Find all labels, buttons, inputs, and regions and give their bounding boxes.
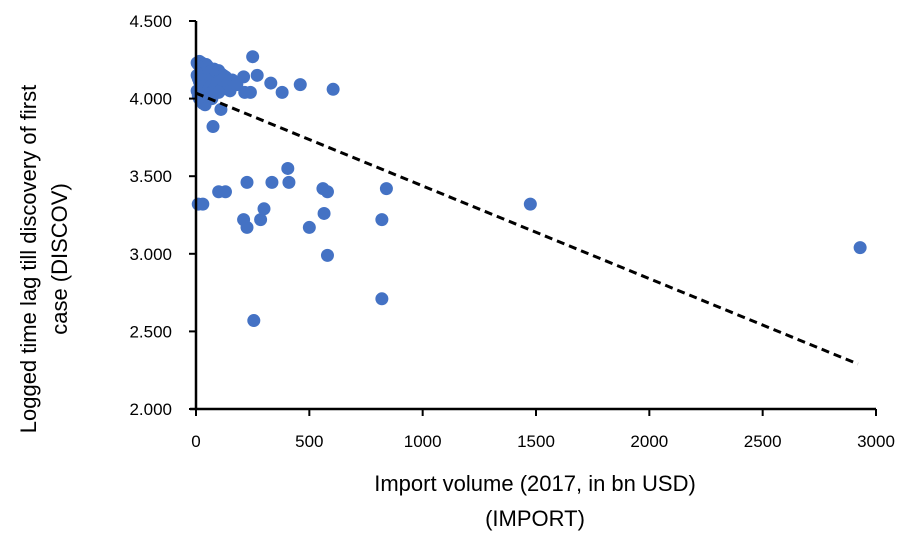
data-point xyxy=(246,50,260,64)
x-tick-labels: 0 500 1000 1500 2000 2500 3000 xyxy=(191,432,895,451)
data-point xyxy=(250,68,264,82)
y-tick-label: 2.500 xyxy=(129,322,172,341)
data-point xyxy=(326,82,340,96)
y-axis-title-line2: case (DISCOV) xyxy=(47,183,72,335)
data-point xyxy=(302,220,316,234)
data-point xyxy=(247,314,261,328)
y-tick-label: 4.500 xyxy=(129,12,172,31)
y-tick-labels: 2.000 2.500 3.000 3.500 4.000 4.500 xyxy=(129,12,172,419)
axes xyxy=(189,20,877,416)
data-point xyxy=(320,185,334,199)
x-tick-label: 1000 xyxy=(404,432,442,451)
data-point xyxy=(254,213,268,227)
y-tick-label: 4.000 xyxy=(129,90,172,109)
data-point xyxy=(375,213,389,227)
y-axis-title: Logged time lag till discovery of first … xyxy=(16,85,72,434)
x-axis-title: Import volume (2017, in bn USD) (IMPORT) xyxy=(374,471,696,531)
data-point xyxy=(196,197,210,211)
data-point xyxy=(265,175,279,189)
data-point xyxy=(243,85,257,99)
data-point xyxy=(282,175,296,189)
data-point xyxy=(218,185,232,199)
data-point xyxy=(206,120,220,134)
data-point xyxy=(264,76,278,90)
data-point xyxy=(275,85,289,99)
x-axis-title-line2: (IMPORT) xyxy=(485,506,585,531)
data-point xyxy=(320,248,334,262)
data-points xyxy=(190,50,867,328)
x-axis-title-line1: Import volume (2017, in bn USD) xyxy=(374,471,696,496)
data-point xyxy=(240,175,254,189)
data-point xyxy=(237,70,251,84)
x-tick-label: 2000 xyxy=(630,432,668,451)
y-tick-label: 3.500 xyxy=(129,167,172,186)
data-point xyxy=(257,202,271,216)
data-point xyxy=(240,220,254,234)
data-point xyxy=(375,292,389,306)
x-tick-label: 3000 xyxy=(857,432,895,451)
data-point xyxy=(281,161,295,175)
y-tick-label: 3.000 xyxy=(129,245,172,264)
y-axis-title-line1: Logged time lag till discovery of first xyxy=(16,85,41,434)
x-tick-label: 0 xyxy=(191,432,200,451)
y-tick-label: 2.000 xyxy=(129,400,172,419)
data-point xyxy=(212,85,226,99)
data-point xyxy=(293,78,307,92)
x-tick-label: 2500 xyxy=(744,432,782,451)
x-tick-label: 500 xyxy=(295,432,323,451)
data-point xyxy=(379,182,393,196)
data-point xyxy=(853,241,867,255)
x-tick-label: 1500 xyxy=(517,432,555,451)
data-point xyxy=(317,206,331,220)
trendline-group xyxy=(195,91,859,366)
data-point xyxy=(523,197,537,211)
trendline xyxy=(195,91,859,366)
